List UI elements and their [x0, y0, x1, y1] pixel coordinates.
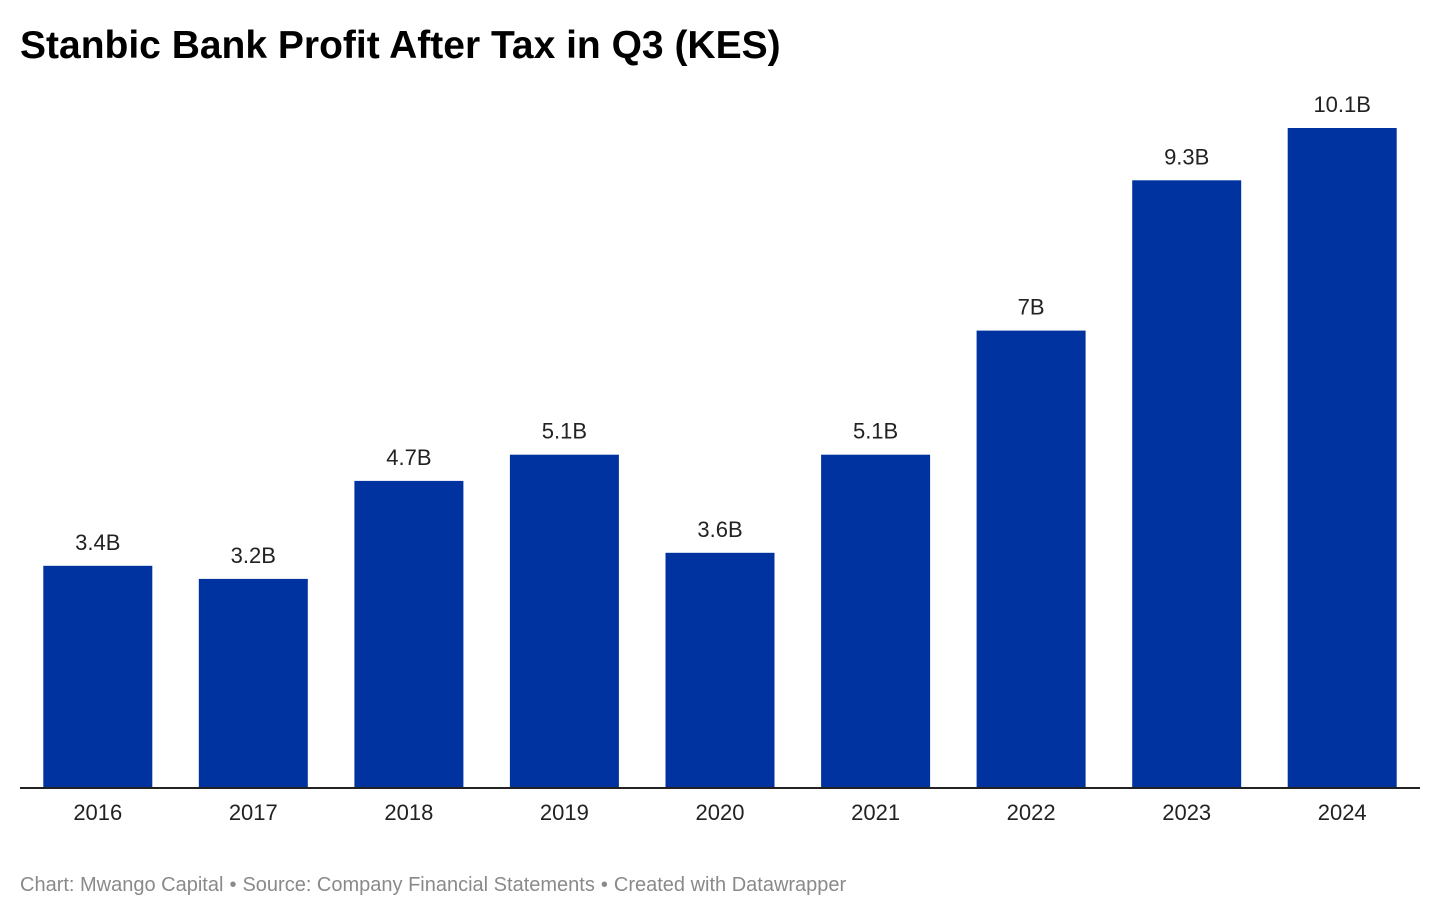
value-label-2019: 5.1B: [542, 419, 587, 444]
bar-2020: [665, 552, 775, 788]
x-tick-label-2020: 2020: [696, 800, 745, 825]
x-tick-label-2018: 2018: [384, 800, 433, 825]
footer-separator: •: [229, 874, 237, 896]
x-tick-label-2019: 2019: [540, 800, 589, 825]
value-label-2016: 3.4B: [75, 530, 120, 555]
bar-2024: [1287, 128, 1397, 788]
footer-separator: •: [600, 874, 608, 896]
bar-2018: [354, 480, 464, 788]
bars-layer: [43, 128, 1397, 789]
bar-2017: [198, 578, 308, 788]
chart-source: Source: Company Financial Statements: [242, 874, 595, 896]
chart-title: Stanbic Bank Profit After Tax in Q3 (KES…: [20, 24, 781, 67]
x-tick-labels-layer: 2016 2017 2018 2019 2020 2021 2022 2023 2024: [73, 800, 1366, 825]
chart-created-with: Created with Datawrapper: [613, 874, 847, 896]
x-tick-label-2022: 2022: [1007, 800, 1056, 825]
x-tick-label-2024: 2024: [1318, 800, 1367, 825]
value-label-2023: 9.3B: [1164, 144, 1209, 169]
value-label-2017: 3.2B: [231, 543, 276, 568]
x-tick-label-2023: 2023: [1162, 800, 1211, 825]
bar-2021: [821, 454, 931, 788]
bar-2022: [976, 330, 1086, 788]
bar-2016: [43, 565, 153, 788]
bar-2023: [1132, 180, 1242, 789]
bar-2019: [509, 454, 619, 788]
value-label-2020: 3.6B: [697, 517, 742, 542]
chart-footer: Chart: Mwango Capital • Source: Company Fi…: [20, 872, 846, 898]
value-label-2022: 7B: [1018, 295, 1045, 320]
x-tick-label-2017: 2017: [229, 800, 278, 825]
value-label-2021: 5.1B: [853, 419, 898, 444]
chart-credit: Chart: Mwango Capital: [20, 874, 224, 896]
x-tick-label-2021: 2021: [851, 800, 900, 825]
value-label-2018: 4.7B: [386, 445, 431, 470]
value-label-2024: 10.1B: [1313, 92, 1371, 117]
value-labels-layer: 3.4B 3.2B 4.7B 5.1B 3.6B 5.1B 7B 9.3B 10.1B: [75, 92, 1371, 568]
x-tick-label-2016: 2016: [73, 800, 122, 825]
